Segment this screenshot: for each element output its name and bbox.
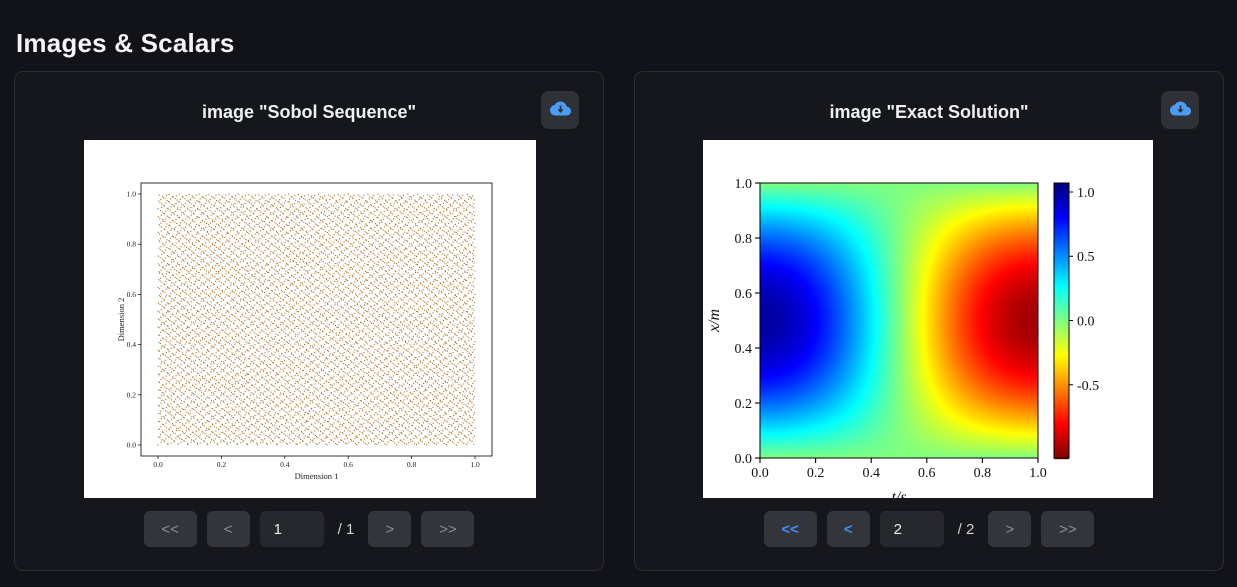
card-exact-solution: image "Exact Solution" << < / 2 > >> xyxy=(634,71,1224,571)
pager-next-button[interactable]: > xyxy=(988,511,1032,547)
card-title: image "Sobol Sequence" xyxy=(201,102,417,122)
figure-wrap xyxy=(703,140,1153,498)
pager: << < / 2 > >> xyxy=(635,511,1223,547)
download-button[interactable] xyxy=(1161,91,1199,129)
pager-last-button[interactable]: >> xyxy=(421,511,475,547)
page-total-label: / 2 xyxy=(957,520,975,538)
page-number-input[interactable] xyxy=(259,511,324,547)
figure-wrap xyxy=(84,140,536,498)
cloud-download-icon xyxy=(549,98,571,122)
pager-next-button[interactable]: > xyxy=(368,511,412,547)
cloud-download-icon xyxy=(1169,98,1191,122)
exact-solution-heatmap-figure xyxy=(703,140,1153,498)
card-title: image "Exact Solution" xyxy=(829,102,1029,122)
cards-container: image "Sobol Sequence" << < / 1 > >> ima… xyxy=(14,71,1224,571)
page-title: Images & Scalars xyxy=(16,28,235,59)
pager-last-button[interactable]: >> xyxy=(1041,511,1095,547)
pager-first-button[interactable]: << xyxy=(143,511,197,547)
page-number-input[interactable] xyxy=(879,511,944,547)
card-sobol-sequence: image "Sobol Sequence" << < / 1 > >> xyxy=(14,71,604,571)
pager: << < / 1 > >> xyxy=(15,511,603,547)
sobol-scatter-figure xyxy=(84,140,536,498)
page-total-label: / 1 xyxy=(337,520,355,538)
download-button[interactable] xyxy=(541,91,579,129)
pager-prev-button[interactable]: < xyxy=(826,511,870,547)
pager-prev-button[interactable]: < xyxy=(206,511,250,547)
pager-first-button[interactable]: << xyxy=(763,511,817,547)
